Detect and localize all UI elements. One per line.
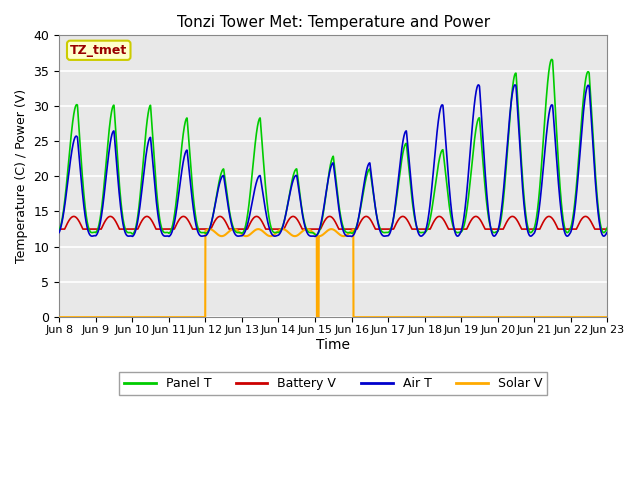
Line: Panel T: Panel T xyxy=(59,60,607,235)
Air T xyxy=(511,82,519,88)
Battery V xyxy=(604,226,611,232)
Air T xyxy=(118,213,125,218)
Battery V xyxy=(118,226,125,232)
Panel T xyxy=(593,192,601,198)
Panel T xyxy=(55,227,63,233)
Battery V xyxy=(593,226,601,232)
Air T xyxy=(534,215,542,220)
Line: Battery V: Battery V xyxy=(59,216,607,229)
Panel T xyxy=(548,57,556,62)
Air T xyxy=(150,179,158,185)
Panel T xyxy=(266,217,273,223)
Title: Tonzi Tower Met: Temperature and Power: Tonzi Tower Met: Temperature and Power xyxy=(177,15,490,30)
Panel T xyxy=(312,232,320,238)
Panel T xyxy=(604,224,611,230)
Panel T xyxy=(150,157,158,163)
Solar V xyxy=(266,233,273,239)
Air T xyxy=(289,177,297,182)
Air T xyxy=(593,199,601,204)
Solar V xyxy=(255,226,262,232)
Air T xyxy=(604,229,611,235)
Panel T xyxy=(289,173,297,179)
Solar V xyxy=(118,314,125,320)
Battery V xyxy=(534,226,541,232)
Line: Solar V: Solar V xyxy=(59,229,607,317)
Solar V xyxy=(55,314,63,320)
Line: Air T: Air T xyxy=(59,85,607,237)
Battery V xyxy=(150,223,158,228)
Solar V xyxy=(289,233,297,239)
Battery V xyxy=(70,214,77,219)
Air T xyxy=(129,234,136,240)
Battery V xyxy=(55,226,63,232)
Legend: Panel T, Battery V, Air T, Solar V: Panel T, Battery V, Air T, Solar V xyxy=(119,372,547,396)
Solar V xyxy=(534,314,541,320)
Solar V xyxy=(593,314,601,320)
Y-axis label: Temperature (C) / Power (V): Temperature (C) / Power (V) xyxy=(15,89,28,264)
Air T xyxy=(266,226,273,232)
Battery V xyxy=(266,226,273,232)
Panel T xyxy=(534,205,541,211)
Text: TZ_tmet: TZ_tmet xyxy=(70,44,127,57)
Solar V xyxy=(150,314,158,320)
Solar V xyxy=(604,314,611,320)
Air T xyxy=(55,229,63,235)
Battery V xyxy=(289,214,297,219)
Panel T xyxy=(118,206,125,212)
X-axis label: Time: Time xyxy=(316,337,350,351)
